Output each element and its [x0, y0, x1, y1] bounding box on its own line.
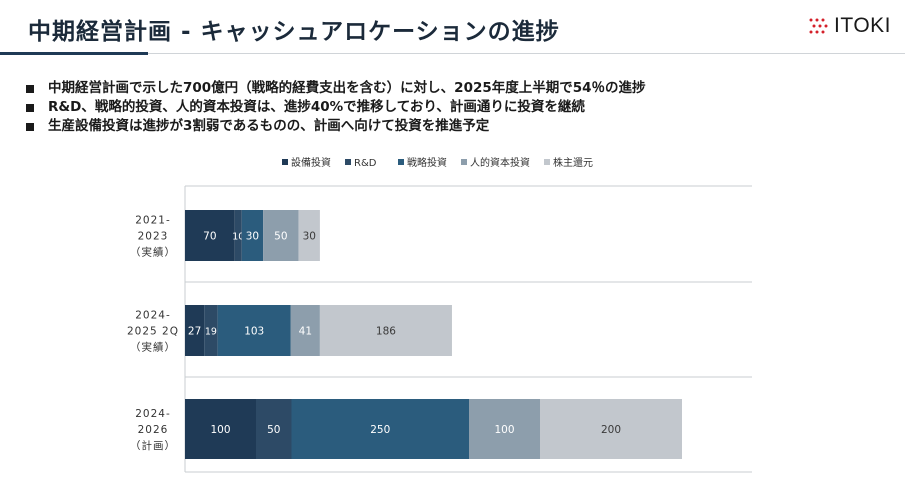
bar-segment	[217, 305, 291, 356]
category-label: （実績）	[130, 246, 176, 259]
bar-segment	[540, 399, 682, 459]
legend-swatch	[398, 159, 404, 165]
category-label: 2026	[138, 424, 169, 436]
legend-swatch	[544, 159, 550, 165]
bar-segment	[319, 305, 452, 356]
bullet-square-icon	[26, 84, 34, 93]
category-label: 2023	[138, 231, 169, 243]
bar-segment	[185, 399, 256, 459]
bar-data-label: 250	[370, 424, 390, 436]
title-underline-accent	[0, 52, 148, 55]
category-label: 2024-	[135, 408, 171, 420]
bar-segment	[291, 399, 469, 459]
bar-segment	[290, 305, 320, 356]
category-label: （計画）	[130, 439, 176, 452]
category-label: 2021-	[135, 215, 171, 227]
category-label: 2025 2Q	[127, 326, 179, 338]
legend-swatch	[345, 159, 351, 165]
legend-label: 人的資本投資	[470, 156, 530, 169]
logo-text: ITOKI	[834, 14, 891, 37]
legend-label: 設備投資	[291, 156, 331, 169]
legend-swatch	[282, 159, 288, 165]
itoki-logo: ITOKI	[808, 14, 891, 38]
bullet-text: 生産設備投資は進捗が3割弱であるものの、計画へ向けて投資を推進予定	[48, 118, 490, 134]
bar-data-label: 50	[267, 424, 280, 436]
bar-data-label: 30	[303, 231, 316, 243]
bullet-list: 中期経営計画で示した700億円（戦略的経費支出を含む）に対し、2025年度上半期…	[26, 79, 646, 136]
bar-data-label: 30	[246, 231, 259, 243]
bullet-item: R&D、戦略的投資、人的資本投資は、進捗40%で推移しており、計画通りに投資を継…	[26, 98, 646, 117]
bar-data-label: 200	[601, 424, 621, 436]
bar-data-label: 100	[494, 424, 514, 436]
bar-segment	[263, 210, 299, 261]
bar-segment	[469, 399, 540, 459]
bullet-square-icon	[26, 103, 34, 112]
legend-swatch	[461, 159, 467, 165]
bar-data-label: 19	[205, 327, 217, 338]
legend-label: 株主還元	[553, 156, 593, 169]
bar-data-label: 27	[188, 326, 201, 338]
bar-segment	[185, 210, 235, 261]
page-title: 中期経営計画 - キャッシュアロケーションの進捗	[28, 19, 560, 45]
bar-segment	[241, 210, 264, 261]
bar-segment	[204, 305, 218, 356]
bullet-text: R&D、戦略的投資、人的資本投資は、進捗40%で推移しており、計画通りに投資を継…	[48, 99, 585, 115]
bar-segment	[234, 210, 242, 261]
bar-data-label: 103	[244, 326, 264, 338]
bar-segment	[256, 399, 292, 459]
title-underline	[148, 53, 905, 54]
bar-data-label: 186	[376, 326, 396, 338]
bar-data-label: 10	[232, 232, 244, 243]
bar-segment	[298, 210, 320, 261]
bar-data-label: 41	[299, 326, 312, 338]
bullet-text: 中期経営計画で示した700億円（戦略的経費支出を含む）に対し、2025年度上半期…	[48, 80, 646, 96]
bar-data-label: 100	[210, 424, 230, 436]
category-label: （実績）	[130, 341, 176, 354]
bullet-square-icon	[26, 122, 34, 131]
category-label: 2024-	[135, 310, 171, 322]
bullet-item: 中期経営計画で示した700億円（戦略的経費支出を含む）に対し、2025年度上半期…	[26, 79, 646, 98]
bar-data-label: 50	[274, 231, 287, 243]
bar-data-label: 70	[203, 231, 216, 243]
itoki-logo-icon	[809, 18, 828, 34]
cash-allocation-chart: 設備投資 R&D 戦略投資 人的資本投資 株主還元 2021- 2023 （実績） 2024- 2…	[127, 156, 752, 473]
bar-segment	[185, 305, 205, 356]
bullet-item: 生産設備投資は進捗が3割弱であるものの、計画へ向けて投資を推進予定	[26, 117, 646, 136]
legend-label: R&D	[354, 158, 377, 169]
legend-label: 戦略投資	[407, 156, 447, 169]
